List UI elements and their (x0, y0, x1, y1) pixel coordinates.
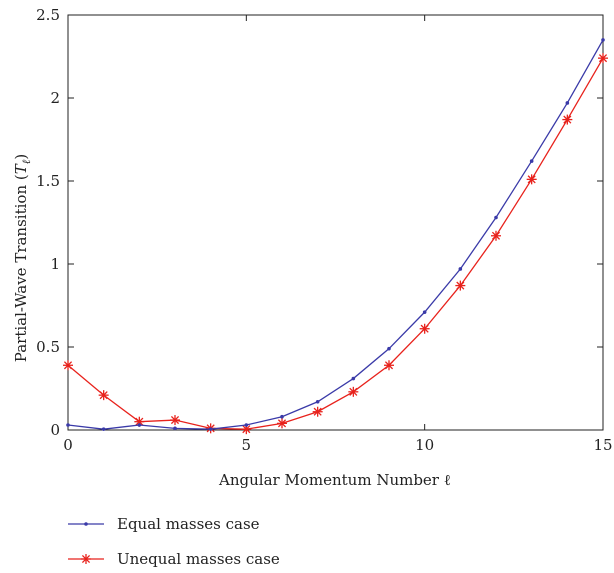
data-point-equal (494, 215, 498, 220)
y-axis-label-suffix: ) (12, 154, 30, 160)
legend-label-unequal: Unequal masses case (117, 550, 280, 568)
data-point-equal (458, 267, 463, 271)
series-line-unequal (67, 57, 604, 430)
series-equal (66, 38, 605, 431)
data-point-unequal (348, 386, 359, 397)
data-point-equal (387, 346, 391, 351)
asterisk-stroke (63, 361, 73, 370)
asterisk-stroke (135, 417, 144, 426)
plot-frame (67, 14, 604, 431)
x-axis-label: Angular Momentum Number ℓ (218, 471, 451, 489)
legend-marker-equal (84, 522, 88, 526)
data-point-unequal (491, 230, 501, 241)
asterisk-stroke (81, 554, 91, 564)
asterisk-stroke (313, 407, 322, 416)
data-point-unequal (562, 114, 573, 125)
legend-item-equal: Equal masses case (68, 515, 260, 533)
y-tick-label: 0 (50, 421, 60, 439)
data-point-equal (601, 38, 605, 42)
y-tick-label: 1 (50, 255, 60, 273)
y-tick-label: 0.5 (36, 338, 60, 356)
asterisk-stroke (170, 415, 180, 425)
legend-marker-unequal (81, 554, 91, 564)
data-point-equal (101, 427, 106, 431)
x-tick-label: 15 (593, 436, 612, 454)
data-point-unequal (455, 280, 466, 291)
asterisk-stroke (99, 391, 108, 400)
data-point-equal (137, 423, 142, 427)
data-point-equal (173, 426, 177, 431)
data-point-equal (208, 427, 213, 431)
series-group (63, 38, 608, 435)
data-point-unequal (170, 415, 180, 426)
data-point-unequal (526, 174, 537, 185)
legend: Equal masses case Unequal masses case (68, 515, 280, 568)
y-axis-label-symbol: T (12, 163, 30, 174)
data-point-equal (315, 399, 320, 404)
y-tick-label: 1.5 (36, 172, 60, 190)
asterisk-stroke (277, 419, 287, 428)
data-point-equal (565, 101, 570, 105)
data-point-unequal (134, 416, 145, 427)
data-point-equal (422, 310, 427, 314)
data-point-unequal (312, 406, 323, 417)
data-point-equal (66, 423, 70, 427)
data-point-equal (244, 423, 249, 427)
asterisk-stroke (384, 361, 394, 370)
asterisk-stroke (563, 115, 572, 124)
series-unequal (63, 53, 608, 435)
plot-area (67, 14, 604, 431)
data-point-unequal (598, 53, 608, 64)
y-axis-label-prefix: Partial-Wave Transition ( (12, 174, 30, 362)
y-axis-label: Partial-Wave Transition (Tℓ) (12, 154, 33, 362)
data-point-unequal (63, 360, 73, 371)
data-point-unequal (419, 323, 430, 334)
axes: 0 5 10 15 0 0.5 1 1.5 2 2.5 (36, 6, 612, 454)
y-axis-label-subscript: ℓ (20, 159, 33, 164)
data-point-equal (529, 159, 534, 163)
data-point-equal (351, 376, 356, 381)
series-line-equal (67, 39, 604, 430)
asterisk-stroke (527, 175, 536, 184)
data-point-unequal (384, 360, 394, 371)
asterisk-stroke (420, 324, 429, 333)
legend-item-unequal: Unequal masses case (68, 550, 280, 568)
x-tick-label: 5 (242, 436, 252, 454)
y-tick-label: 2 (50, 89, 60, 107)
data-point-equal (280, 414, 284, 419)
asterisk-stroke (491, 231, 501, 240)
asterisk-stroke (598, 54, 608, 63)
x-tick-label: 0 (63, 436, 73, 454)
legend-label-equal: Equal masses case (117, 515, 260, 533)
data-point-unequal (98, 390, 109, 401)
x-tick-label: 10 (415, 436, 434, 454)
asterisk-stroke (349, 387, 358, 396)
data-point-unequal (277, 418, 287, 429)
asterisk-stroke (242, 425, 251, 434)
asterisk-stroke (456, 281, 465, 290)
y-tick-label: 2.5 (36, 6, 60, 24)
